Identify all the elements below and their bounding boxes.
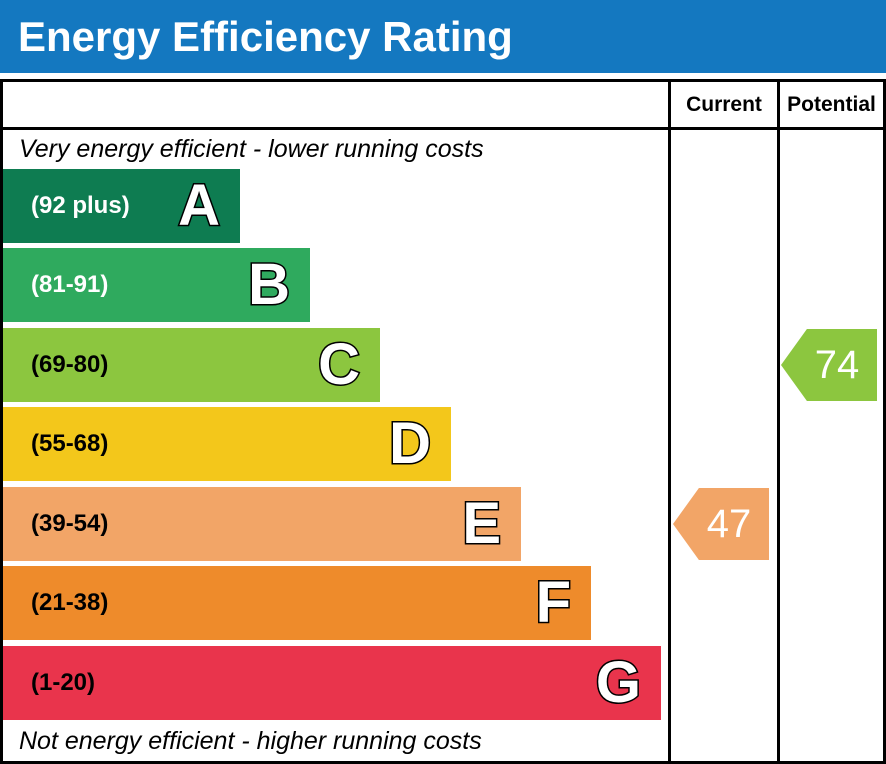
band-row-f: (21-38) F	[3, 566, 591, 640]
band-range-g: (1-20)	[31, 669, 96, 696]
band-row-g: (1-20) G	[3, 646, 661, 720]
caption-not-efficient: Not energy efficient - higher running co…	[19, 727, 482, 755]
rating-table: Current Potential Very energy efficient …	[0, 79, 886, 764]
band-letter-d: D	[388, 411, 433, 476]
band-row-a: (92 plus) A	[3, 169, 240, 243]
current-rating-value: 47	[706, 501, 752, 546]
band-row-e: (39-54) E	[3, 487, 521, 561]
band-range-e: (39-54)	[31, 510, 109, 537]
title-bar: Energy Efficiency Rating	[0, 0, 886, 73]
band-range-f: (21-38)	[31, 589, 109, 616]
current-rating-arrow: 47	[673, 488, 769, 560]
header-row-divider	[3, 127, 883, 130]
band-letter-g: G	[594, 650, 642, 715]
band-letter-e: E	[461, 491, 503, 556]
caption-very-efficient: Very energy efficient - lower running co…	[19, 135, 484, 163]
page-title: Energy Efficiency Rating	[18, 13, 513, 60]
column-header-potential: Potential	[787, 92, 876, 116]
band-row-c: (69-80) C	[3, 328, 380, 402]
band-letter-c: C	[317, 332, 362, 397]
potential-rating-arrow: 74	[781, 329, 877, 401]
band-row-d: (55-68) D	[3, 407, 451, 481]
column-divider-potential	[777, 82, 780, 761]
potential-rating-value: 74	[814, 342, 860, 387]
band-letter-f: F	[534, 570, 572, 635]
column-divider-current	[668, 82, 671, 761]
band-letter-a: A	[177, 173, 222, 238]
band-range-d: (55-68)	[31, 430, 109, 457]
band-range-b: (81-91)	[31, 271, 109, 298]
band-range-a: (92 plus)	[31, 192, 130, 219]
band-range-c: (69-80)	[31, 351, 109, 378]
band-letter-b: B	[247, 252, 292, 317]
column-header-current: Current	[686, 92, 762, 116]
band-row-b: (81-91) B	[3, 248, 310, 322]
